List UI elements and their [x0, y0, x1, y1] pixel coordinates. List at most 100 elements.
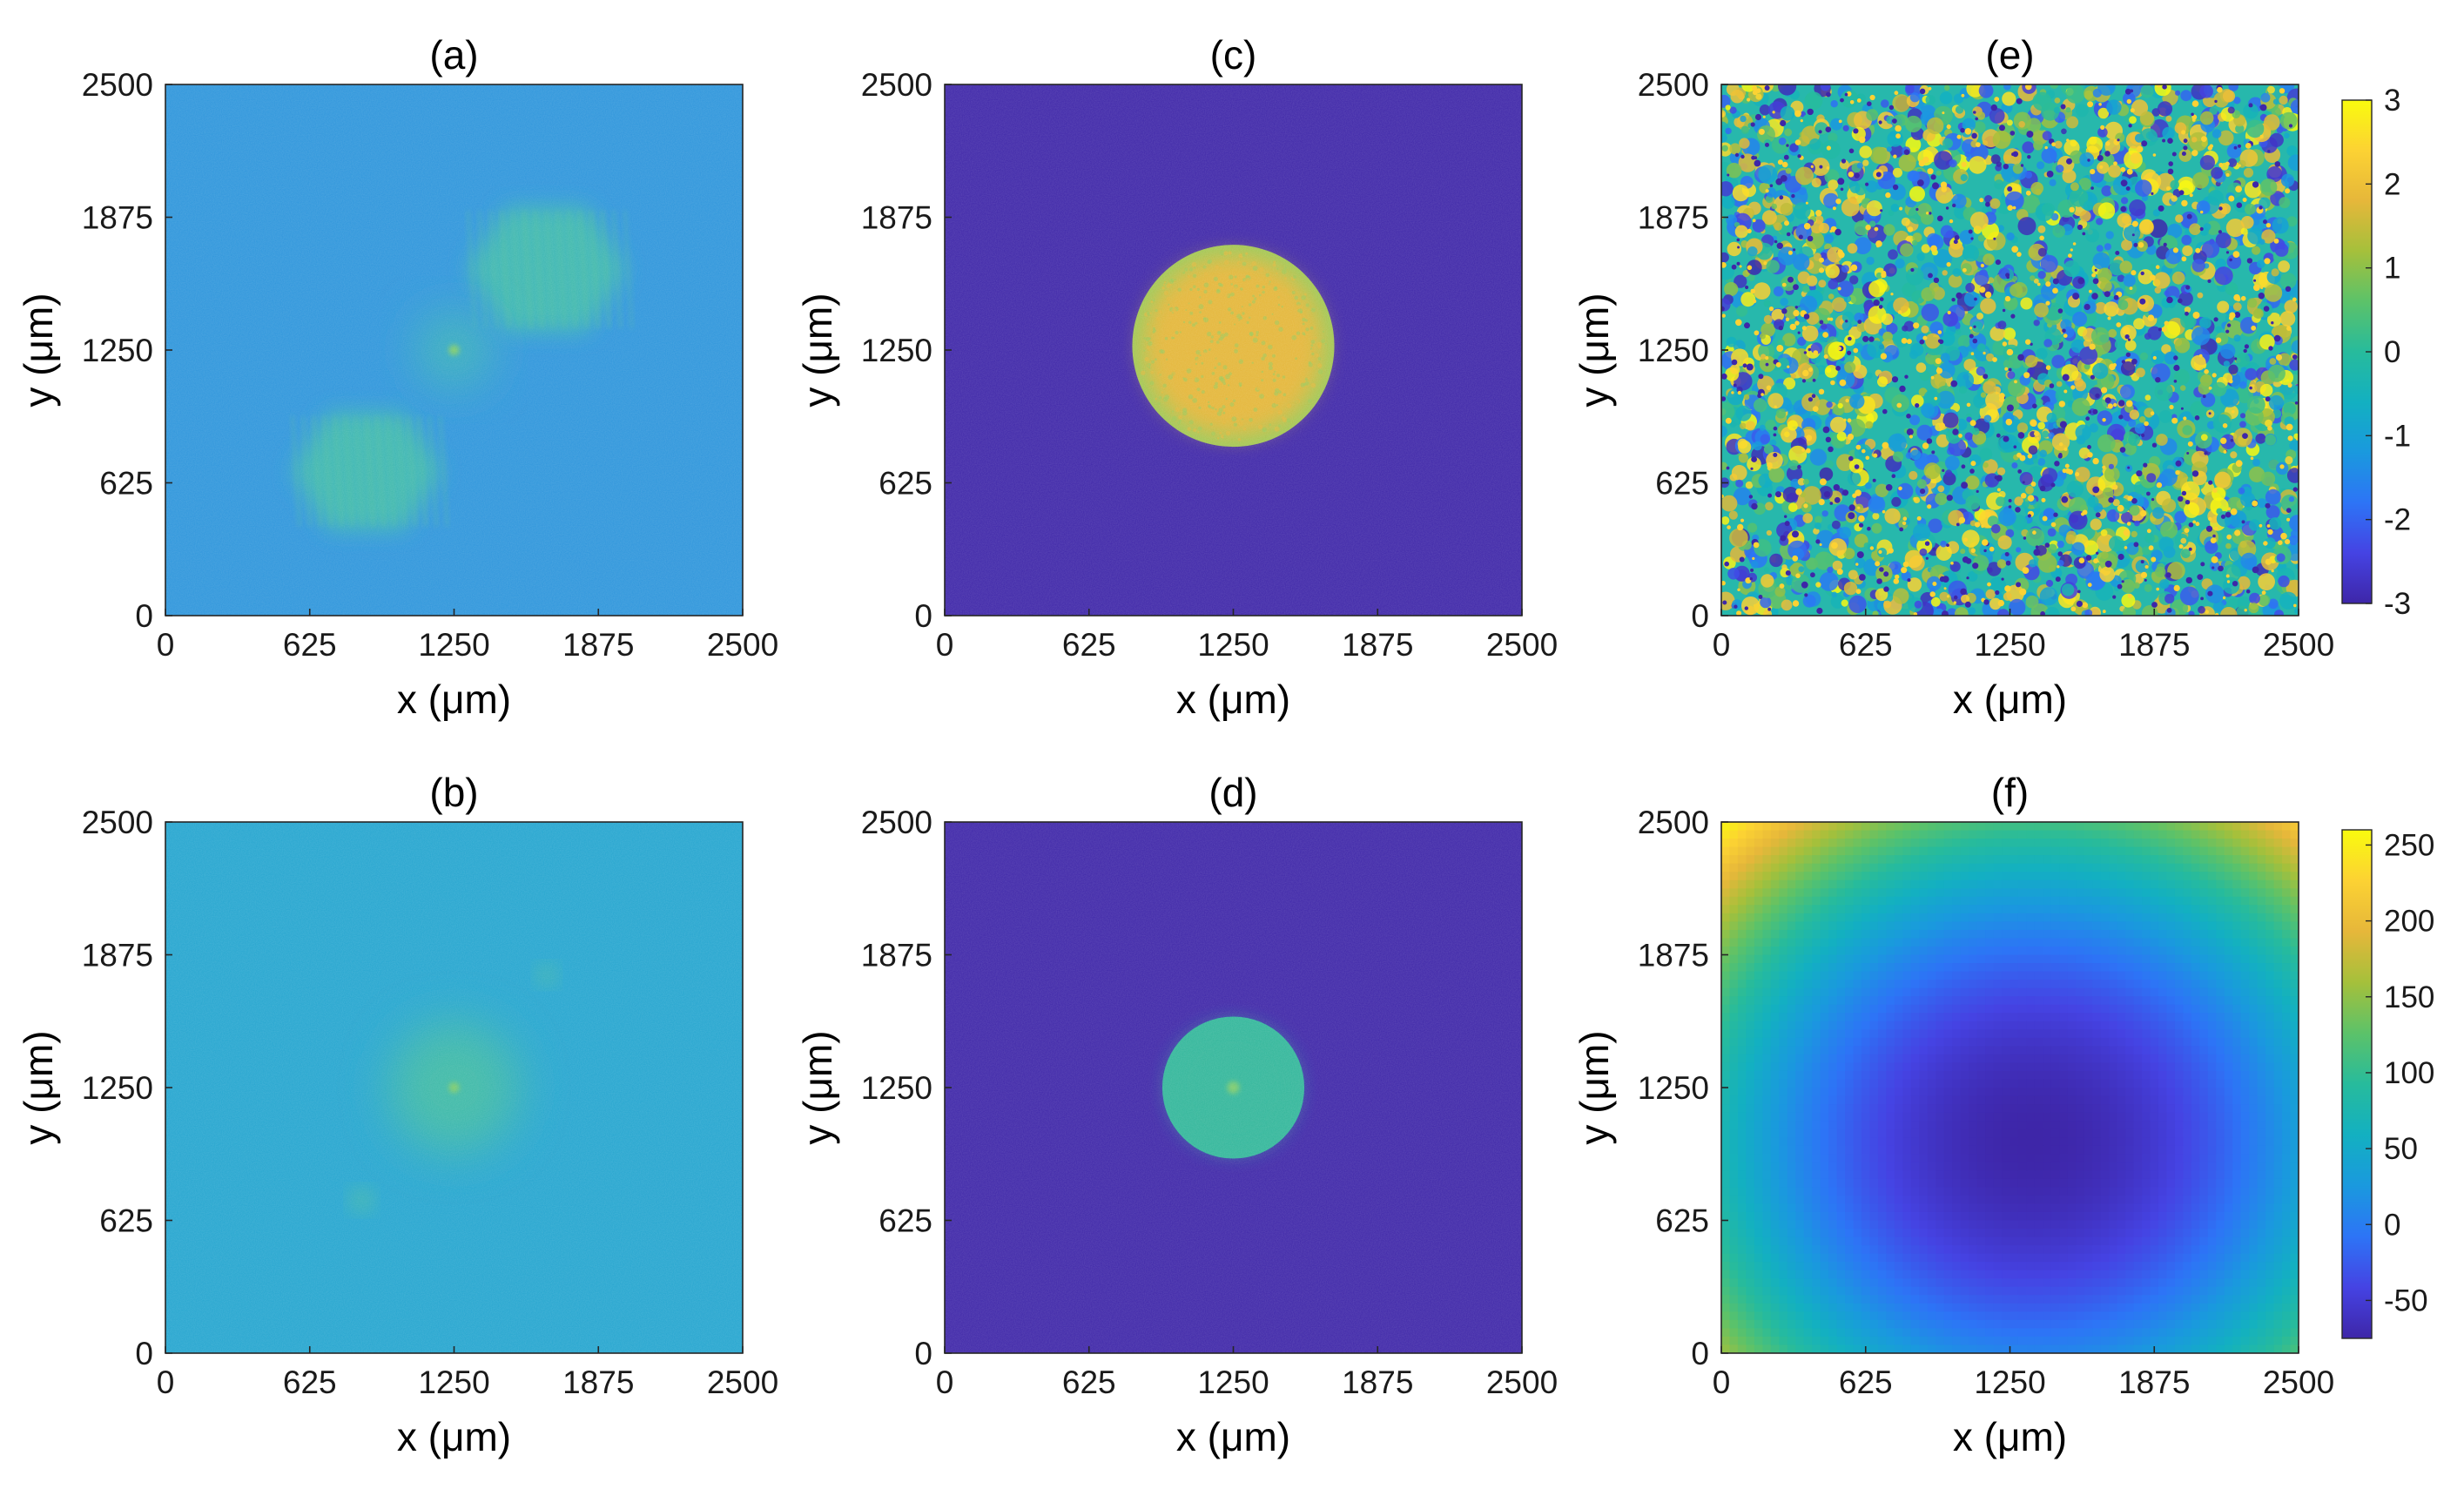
colorbar-tick-label: 1	[2384, 252, 2400, 286]
y-tick-label: 1875	[82, 200, 153, 236]
heatmap-image-b	[165, 822, 743, 1353]
panel-title-c: (c)	[1210, 32, 1257, 77]
y-tick-label: 0	[1691, 598, 1709, 634]
x-tick-label: 2500	[1486, 1364, 1558, 1400]
panel-a: (a) 0 625 1250 1875 2500 0 625 1250 1875 2500 x (μm…	[16, 32, 778, 722]
colorbar-tick-label: 0	[2384, 1208, 2400, 1242]
x-tick-label: 0	[936, 1364, 954, 1400]
y-tick-label: 2500	[1638, 805, 1709, 840]
y-tick-label: 1250	[1638, 1070, 1709, 1106]
x-tick-label: 1875	[562, 1364, 634, 1400]
y-axis-label: y (μm)	[16, 293, 61, 407]
colorbar-tick-label: 3	[2384, 84, 2400, 118]
y-tick-label: 0	[135, 598, 153, 634]
x-tick-label: 1875	[1342, 627, 1413, 663]
y-axis-label: y (μm)	[16, 1030, 61, 1144]
x-tick-label: 625	[1839, 627, 1893, 663]
x-tick-label: 625	[1062, 1364, 1116, 1400]
x-tick-label: 625	[1839, 1364, 1893, 1400]
x-tick-label: 1250	[418, 1364, 489, 1400]
y-tick-label: 0	[914, 1336, 932, 1371]
panel-title-d: (d)	[1208, 770, 1257, 815]
colorbar-tick-label: 2	[2384, 167, 2400, 201]
colorbar-tick-label: 100	[2384, 1056, 2434, 1090]
x-tick-label: 2500	[707, 627, 778, 663]
x-axis-label: x (μm)	[1176, 1414, 1290, 1459]
y-tick-label: 625	[99, 466, 153, 502]
colorbar-tick-label: -3	[2384, 587, 2411, 621]
y-tick-label: 1875	[861, 938, 932, 974]
x-tick-label: 1250	[1974, 627, 2045, 663]
x-axis-label: x (μm)	[1176, 677, 1290, 722]
x-tick-label: 1875	[1342, 1364, 1413, 1400]
panel-title-e: (e)	[1985, 32, 2034, 77]
panel-c: (c) 0 625 1250 1875 2500 0 625 1250 1875 2500 x (μm…	[795, 32, 1558, 722]
y-tick-label: 1875	[861, 200, 932, 236]
panel-title-b: (b)	[429, 770, 478, 815]
y-tick-label: 1250	[82, 333, 153, 368]
panel-title-f: (f)	[1991, 770, 2029, 815]
x-tick-label: 1250	[1197, 627, 1269, 663]
y-tick-label: 1250	[1638, 333, 1709, 368]
x-tick-label: 2500	[707, 1364, 778, 1400]
x-axis-label: x (μm)	[1953, 677, 2067, 722]
x-tick-label: 0	[1713, 1364, 1731, 1400]
heatmap-image-e	[1721, 84, 2299, 616]
x-tick-label: 625	[283, 1364, 337, 1400]
x-axis-label: x (μm)	[1953, 1414, 2067, 1459]
y-tick-label: 0	[135, 1336, 153, 1371]
x-axis-label: x (μm)	[397, 677, 511, 722]
panel-d: (d) 0 625 1250 1875 2500 0 625 1250 1875 2500 x (μm…	[795, 770, 1558, 1459]
x-tick-label: 2500	[2263, 627, 2334, 663]
y-tick-label: 1250	[861, 1070, 932, 1106]
panel-f: (f) 0 625 1250 1875 2500 0 625 1250 1875 2500 x (μm…	[1572, 770, 2334, 1459]
y-axis-label: y (μm)	[1572, 293, 1617, 407]
x-tick-label: 1250	[418, 627, 489, 663]
y-tick-label: 0	[914, 598, 932, 634]
y-tick-label: 2500	[861, 805, 932, 840]
heatmap-image-f	[1721, 822, 2299, 1353]
x-axis-label: x (μm)	[397, 1414, 511, 1459]
colorbar-f: 250 200 150 100 50 0 -50	[2341, 828, 2434, 1339]
x-tick-label: 0	[936, 627, 954, 663]
y-tick-label: 1875	[1638, 938, 1709, 974]
colorbar-gradient	[2341, 829, 2373, 1339]
heatmap-image-a	[165, 84, 743, 616]
y-tick-label: 2500	[82, 67, 153, 103]
x-tick-label: 1875	[562, 627, 634, 663]
y-tick-label: 2500	[1638, 67, 1709, 103]
y-tick-label: 625	[879, 1203, 932, 1239]
y-tick-label: 625	[1655, 1203, 1709, 1239]
x-tick-label: 2500	[2263, 1364, 2334, 1400]
colorbar-tick-label: -1	[2384, 419, 2411, 453]
heatmap-image-d	[945, 822, 1522, 1353]
y-tick-label: 1250	[82, 1070, 153, 1106]
panel-b: (b) 0 625 1250 1875 2500 0 625 1250 1875 2500 x (μm…	[16, 770, 778, 1459]
x-tick-label: 1875	[2118, 1364, 2190, 1400]
x-tick-label: 0	[157, 1364, 175, 1400]
x-tick-label: 0	[157, 627, 175, 663]
colorbar-tick-label: 50	[2384, 1132, 2418, 1166]
y-tick-label: 2500	[861, 67, 932, 103]
colorbar-tick-label: 150	[2384, 980, 2434, 1014]
y-tick-label: 2500	[82, 805, 153, 840]
colorbar-tick-label: 0	[2384, 335, 2400, 369]
x-tick-label: 1875	[2118, 627, 2190, 663]
y-tick-label: 625	[1655, 466, 1709, 502]
heatmap-image-c	[945, 84, 1522, 616]
colorbar-e: 3 2 1 0 -1 -2 -3	[2341, 84, 2411, 621]
y-tick-label: 0	[1691, 1336, 1709, 1371]
y-axis-label: y (μm)	[795, 1030, 840, 1144]
y-axis-label: y (μm)	[1572, 1030, 1617, 1144]
y-tick-label: 1875	[82, 938, 153, 974]
x-tick-label: 625	[1062, 627, 1116, 663]
x-tick-label: 0	[1713, 627, 1731, 663]
colorbar-tick-label: 200	[2384, 905, 2434, 939]
y-tick-label: 1250	[861, 333, 932, 368]
y-tick-label: 625	[99, 1203, 153, 1239]
x-tick-label: 2500	[1486, 627, 1558, 663]
colorbar-tick-label: 250	[2384, 828, 2434, 862]
y-axis-label: y (μm)	[795, 293, 840, 407]
x-tick-label: 1250	[1197, 1364, 1269, 1400]
